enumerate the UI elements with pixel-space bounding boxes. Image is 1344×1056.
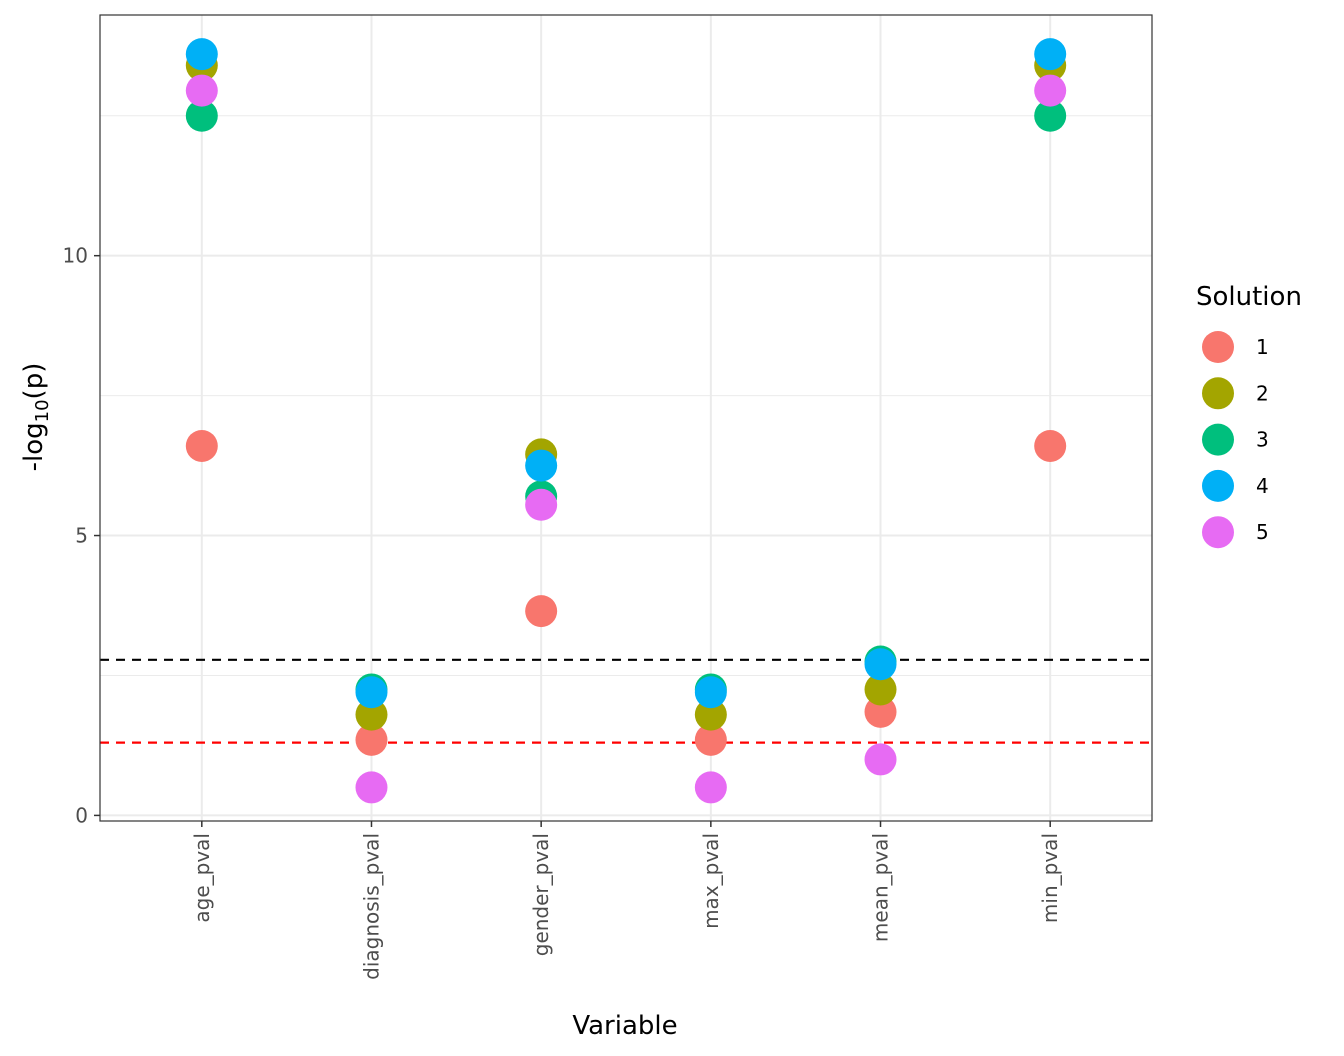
legend-label-4: 4	[1256, 474, 1269, 498]
point-solution-4	[355, 676, 388, 709]
legend-label-1: 1	[1256, 335, 1269, 359]
x-tick-label: diagnosis_pval	[359, 833, 383, 980]
x-tick-label: age_pval	[190, 833, 214, 923]
point-solution-5	[185, 74, 218, 107]
legend-key-3	[1202, 423, 1234, 456]
axes: 0 5 10 age_pval diagnosis_pval gender_pval max…	[63, 244, 1063, 980]
point-solution-3	[1034, 99, 1067, 132]
legend-title: Solution	[1196, 282, 1302, 312]
y-tick-label: 10	[63, 244, 88, 268]
legend: Solution 1 2 3 4 5	[1196, 282, 1302, 549]
point-solution-1	[185, 429, 218, 462]
y-tick-label: 0	[75, 803, 88, 827]
y-axis-title-suffix: (p)	[19, 363, 49, 400]
y-axis-title-prefix: -log	[19, 422, 49, 471]
x-tick-label: mean_pval	[869, 833, 893, 942]
y-tick-label: 5	[75, 524, 88, 548]
x-tick-label: min_pval	[1038, 833, 1062, 923]
point-solution-5	[525, 488, 558, 521]
x-tick-label: gender_pval	[529, 833, 553, 956]
point-solution-1	[1034, 429, 1067, 462]
y-axis-title-subscript: 10	[32, 399, 53, 422]
reference-lines	[100, 658, 1152, 744]
y-axis-title: -log10(p)	[19, 363, 53, 472]
x-axis-title: Variable	[572, 1011, 677, 1041]
point-solution-5	[1034, 74, 1067, 107]
grid-layer	[100, 15, 1152, 821]
point-solution-2	[694, 698, 727, 731]
legend-key-5	[1202, 516, 1234, 549]
legend-label-2: 2	[1256, 381, 1269, 405]
legend-key-4	[1202, 469, 1234, 502]
legend-label-3: 3	[1256, 428, 1269, 452]
point-solution-1	[694, 723, 727, 756]
point-solution-1	[355, 723, 388, 756]
panel-border	[99, 14, 1153, 822]
legend-key-1	[1202, 331, 1234, 363]
point-solution-1	[525, 595, 558, 628]
point-solution-4	[525, 449, 558, 482]
point-solution-5	[694, 771, 727, 804]
data-points	[185, 38, 1067, 804]
point-solution-5	[864, 743, 897, 776]
point-solution-4	[864, 648, 897, 681]
point-solution-4	[694, 676, 727, 709]
point-solution-2	[355, 698, 388, 731]
legend-key-2	[1202, 377, 1234, 410]
legend-items: 1 2 3 4 5	[1202, 331, 1269, 549]
point-solution-3	[185, 99, 218, 132]
point-solution-1	[864, 695, 897, 728]
point-solution-5	[355, 771, 388, 804]
point-solution-4	[185, 38, 218, 71]
point-solution-2	[864, 673, 897, 706]
legend-label-5: 5	[1256, 520, 1269, 544]
x-tick-label: max_pval	[699, 833, 723, 929]
point-solution-4	[1034, 38, 1067, 71]
